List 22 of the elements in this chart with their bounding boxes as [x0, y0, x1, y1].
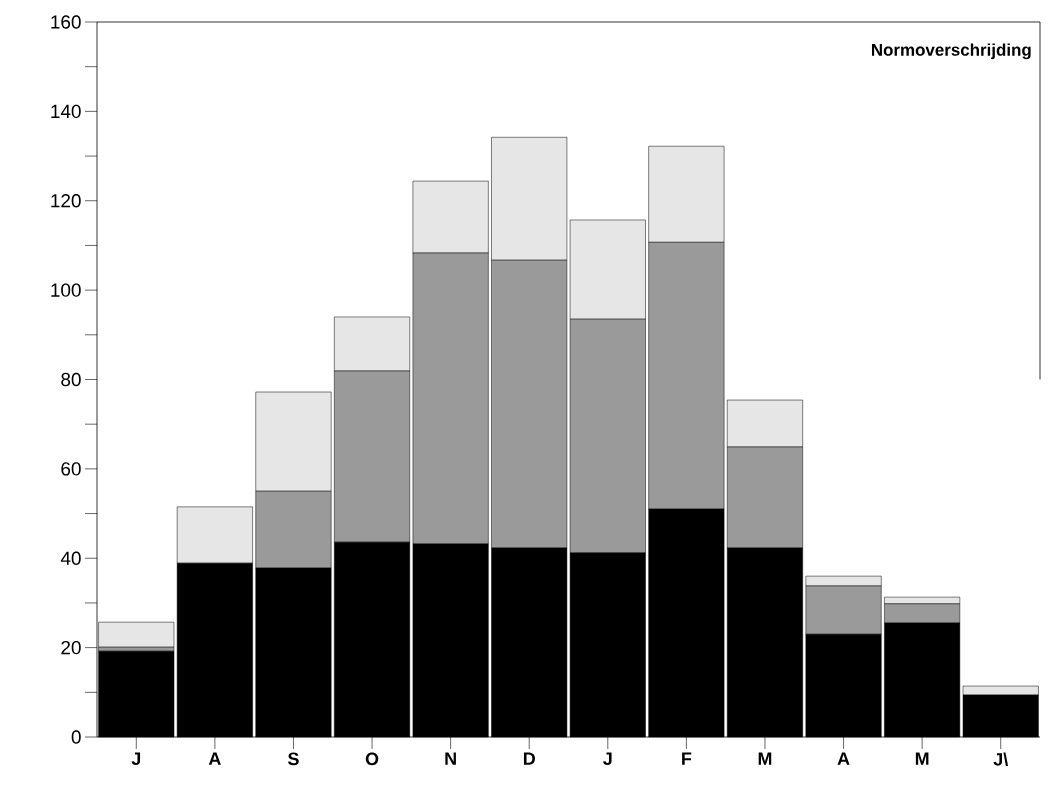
- annotation: Normoverschrijding: [871, 43, 1031, 60]
- y-tick-label: 20: [61, 640, 81, 655]
- y-tick-label: 140: [51, 104, 81, 119]
- x-tick-label: D: [523, 752, 535, 765]
- y-tick-label: 0: [71, 730, 81, 744]
- x-tick-label: A: [837, 752, 850, 765]
- x-tick-label: A: [208, 752, 221, 765]
- x-tick-label: J: [603, 752, 612, 766]
- x-tick-label: J: [131, 752, 141, 766]
- x-tick-label: N: [445, 752, 456, 765]
- x-tick-label: F: [682, 752, 692, 765]
- y-tick-label: 100: [51, 283, 81, 297]
- x-tick-label: J\: [993, 752, 1009, 766]
- x-tick-label: S: [288, 752, 299, 766]
- x-tick-label: O: [365, 752, 379, 766]
- y-tick-label: 80: [61, 372, 81, 387]
- y-tick-label: 120: [51, 194, 81, 208]
- y-tick-label: 60: [61, 462, 81, 476]
- y-tick-label: 160: [51, 15, 81, 29]
- x-tick-label: M: [915, 752, 929, 765]
- y-tick-label: 40: [60, 551, 81, 565]
- x-tick-label: M: [758, 752, 772, 765]
